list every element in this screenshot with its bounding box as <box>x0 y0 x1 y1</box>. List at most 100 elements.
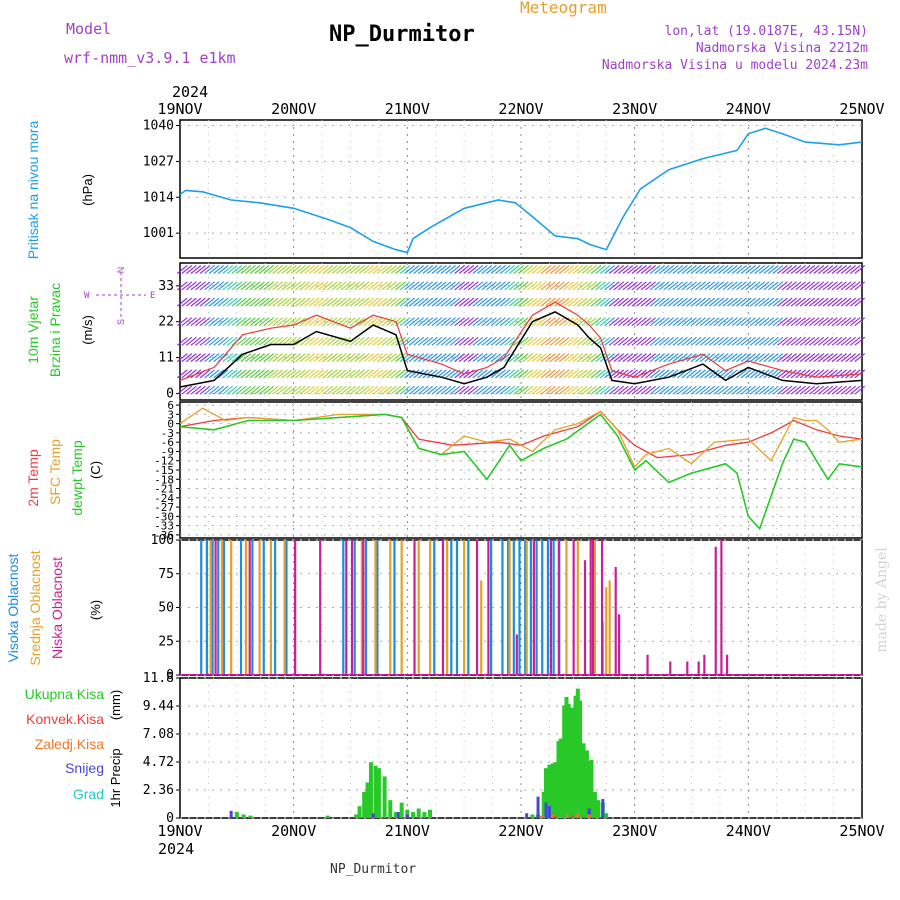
wind-barb <box>645 317 656 327</box>
wind-barb <box>326 281 338 291</box>
wind-barb <box>263 369 275 379</box>
wind-barb <box>440 336 452 346</box>
wind-barb <box>817 297 829 307</box>
wind-barb <box>386 297 397 307</box>
wind-barb <box>367 385 379 395</box>
wind-barb <box>290 297 302 307</box>
panel-frame-temperature <box>179 401 863 539</box>
wind-barb <box>599 317 611 327</box>
wind-barb <box>349 336 361 346</box>
wind-barb <box>672 353 684 363</box>
wind-barb <box>181 297 193 307</box>
precip-bar <box>248 815 253 818</box>
wind-barb <box>276 385 288 395</box>
wind-barb <box>508 369 520 379</box>
wind-barb <box>454 297 465 307</box>
wind-barb <box>686 297 697 307</box>
precip-bar <box>373 765 378 818</box>
wind-barb <box>526 353 538 363</box>
wind-barb <box>513 317 525 327</box>
wind-barb <box>713 385 725 395</box>
wind-barb <box>531 336 543 346</box>
wind-barb <box>636 385 647 395</box>
precip-bar <box>362 791 367 818</box>
top-date-label: 22NOV <box>498 100 543 118</box>
y-tick-label: 4.72 <box>143 755 174 770</box>
wind-barb <box>263 336 275 346</box>
wind-barb <box>240 265 252 274</box>
wind-barb <box>727 369 738 379</box>
wind-barb <box>499 385 511 395</box>
wind-barb <box>722 369 734 379</box>
wind-barb <box>849 281 861 291</box>
wind-barb <box>558 369 570 379</box>
wind-barb <box>249 369 261 379</box>
wind-barb <box>795 265 806 274</box>
wind-barb <box>408 353 420 363</box>
y-tick-label: -6 <box>161 436 174 449</box>
wind-barb <box>404 336 415 346</box>
wind-barb <box>622 317 634 327</box>
wind-barb <box>840 385 852 395</box>
wind-barb <box>272 281 284 291</box>
wind-barb <box>304 385 315 395</box>
wind-barb <box>767 265 779 274</box>
wind-barb <box>308 265 320 274</box>
wind-barb <box>181 265 193 274</box>
wind-barb <box>781 336 793 346</box>
wind-barb <box>804 317 816 327</box>
wind-barb <box>349 353 361 363</box>
y-tick-label: 25 <box>158 634 174 649</box>
top-date-label: 23NOV <box>612 100 657 118</box>
wind-barb <box>672 336 684 346</box>
wind-barb <box>199 265 211 274</box>
wind-barb <box>777 297 788 307</box>
wind-barb <box>363 385 375 395</box>
wind-barb <box>331 353 343 363</box>
wind-barb <box>263 297 275 307</box>
pressure-unit: (hPa) <box>80 174 95 206</box>
y-tick-label: 50 <box>158 601 174 616</box>
wind-barb <box>417 385 429 395</box>
precip-bar <box>416 808 421 818</box>
wind-barb <box>445 297 456 307</box>
wind-barb <box>567 369 579 379</box>
wind-barb <box>577 281 588 291</box>
precip-bar <box>558 738 563 818</box>
y-tick-label: 0 <box>166 811 174 826</box>
wind-barb <box>267 265 279 274</box>
wind-barb <box>849 353 861 363</box>
wind-barb <box>436 297 447 307</box>
wind-barb <box>677 385 688 395</box>
wind-barb <box>581 281 593 291</box>
wind-barb <box>517 281 529 291</box>
wind-barb <box>263 281 275 291</box>
wind-barb <box>613 336 625 346</box>
wind-barb <box>395 265 406 274</box>
wind-barb <box>604 317 616 327</box>
wind-barb <box>245 385 256 395</box>
wind-barb <box>363 265 375 274</box>
y-tick-label: -27 <box>154 501 174 514</box>
wind-barb <box>622 353 634 363</box>
wind-barb <box>449 353 461 363</box>
wind-barb <box>399 265 411 274</box>
wind-barb <box>545 317 556 327</box>
wind-barb <box>677 336 688 346</box>
wind-barb <box>740 297 752 307</box>
wind-barb <box>690 369 702 379</box>
wind-barb <box>795 281 806 291</box>
wind-barb <box>354 369 365 379</box>
wind-barb <box>426 385 438 395</box>
wind-barb <box>476 265 488 274</box>
wind-barb <box>777 265 788 274</box>
wind-barb <box>586 336 597 346</box>
wind-barb <box>722 336 734 346</box>
wind-barb <box>649 369 661 379</box>
wind-barb <box>745 297 756 307</box>
wind-barb <box>376 353 388 363</box>
wind-barb <box>631 336 643 346</box>
wind-barb <box>763 369 775 379</box>
wind-barb <box>345 297 356 307</box>
wind-barb <box>622 265 634 274</box>
